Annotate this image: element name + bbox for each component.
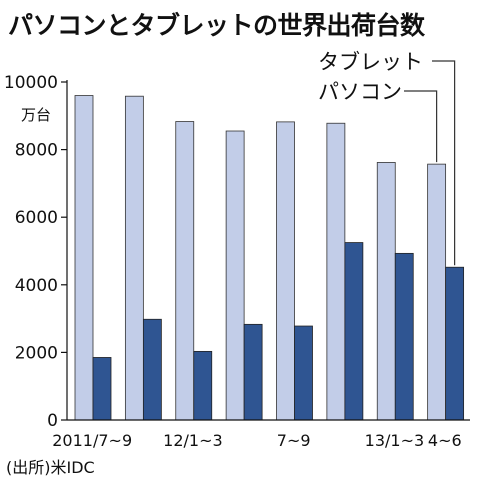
bar-pc (124, 95, 144, 421)
bar-tablet (294, 325, 313, 421)
bar-pc (175, 121, 195, 421)
bar-pc (276, 121, 295, 421)
y-tick-label: 0 (47, 411, 58, 431)
x-tick-label: 7~9 (277, 431, 311, 450)
bar-tablet (92, 357, 112, 421)
legend-leader-pc (404, 90, 438, 163)
x-tick-label: 12/1~3 (163, 431, 223, 450)
bar-pc (376, 162, 396, 421)
bar-pc (427, 163, 447, 421)
y-tick-label: 6000 (15, 208, 58, 228)
bar-tablet (193, 350, 213, 421)
bar-tablet (344, 242, 364, 421)
bar-tablet (243, 323, 263, 421)
x-tick-label: 2011/7~9 (52, 431, 132, 450)
y-tick-label: 8000 (15, 141, 58, 161)
legend-leader-tablet (432, 60, 456, 266)
y-tick-label: 4000 (15, 276, 58, 296)
y-tick-label: 2000 (15, 343, 58, 363)
bar-pc (74, 95, 94, 421)
bar-pc (326, 122, 346, 421)
source-note: (出所)米IDC (6, 458, 95, 477)
bar-tablet (445, 266, 465, 421)
legend-label-pc: パソコン (318, 80, 402, 104)
chart-title: パソコンとタブレットの世界出荷台数 (8, 11, 425, 40)
legend-label-tablet: タブレット (318, 50, 423, 74)
x-tick-label: 13/1~3 (365, 431, 425, 450)
bar-tablet (394, 252, 414, 421)
x-tick-label: 4~6 (428, 431, 462, 450)
y-tick-label: 10000 (4, 73, 58, 93)
y-unit-label: 万台 (21, 106, 51, 124)
bar-pc (225, 130, 245, 421)
bar-tablet (142, 318, 162, 421)
